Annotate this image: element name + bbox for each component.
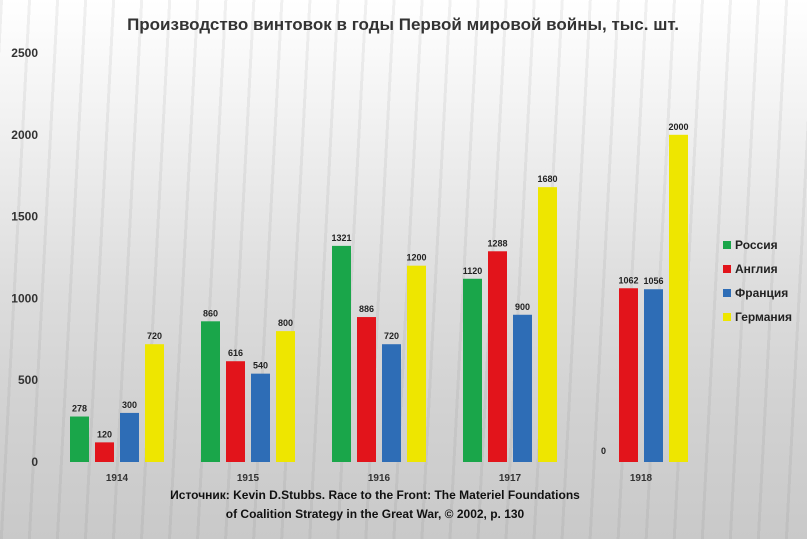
x-tick-label: 1914 bbox=[106, 473, 129, 484]
y-tick-label: 1500 bbox=[11, 210, 38, 224]
y-tick-label: 0 bbox=[31, 455, 38, 469]
bar-Россия-1917 bbox=[463, 278, 482, 462]
data-label: 1321 bbox=[331, 233, 351, 243]
bar-Англия-1916 bbox=[357, 317, 376, 462]
data-label: 886 bbox=[359, 304, 374, 314]
bar-Франция-1917 bbox=[513, 314, 532, 462]
chart-title: Производство винтовок в годы Первой миро… bbox=[127, 15, 679, 34]
bar-Россия-1916 bbox=[332, 245, 351, 462]
x-tick-label: 1916 bbox=[368, 473, 391, 484]
x-axis: 1914 1915 1916 1917 1918 bbox=[106, 473, 653, 484]
source-note: Источник: Kevin D.Stubbs. Race to the Fr… bbox=[130, 486, 620, 524]
data-label: 1056 bbox=[643, 276, 663, 286]
source-line-2: of Coalition Strategy in the Great War, … bbox=[225, 507, 525, 521]
legend-swatch bbox=[723, 241, 731, 249]
data-label: 2000 bbox=[668, 122, 688, 132]
bar-Англия-1914 bbox=[95, 442, 114, 462]
x-tick-label: 1918 bbox=[630, 473, 653, 484]
bar-Германия-1914 bbox=[145, 344, 164, 462]
x-tick-label: 1915 bbox=[237, 473, 260, 484]
data-label: 1680 bbox=[537, 174, 557, 184]
legend-swatch bbox=[723, 313, 731, 321]
bar-Франция-1915 bbox=[251, 373, 270, 462]
legend-entry: Германия bbox=[735, 310, 792, 324]
bar-Франция-1918 bbox=[644, 289, 663, 462]
bar-Германия-1918 bbox=[669, 134, 688, 463]
y-axis: 0 500 1000 1500 2000 2500 bbox=[11, 46, 38, 469]
bar-Россия-1915 bbox=[201, 321, 220, 462]
data-label: 1062 bbox=[618, 275, 638, 285]
data-label: 900 bbox=[515, 302, 530, 312]
data-label: 1200 bbox=[406, 253, 426, 263]
source-line-1: Источник: Kevin D.Stubbs. Race to the Fr… bbox=[170, 488, 580, 502]
data-label: 720 bbox=[147, 331, 162, 341]
legend-swatch bbox=[723, 265, 731, 273]
legend-entry: Франция bbox=[735, 286, 788, 300]
data-label: 120 bbox=[97, 429, 112, 439]
data-label: 0 bbox=[601, 446, 606, 456]
y-tick-label: 500 bbox=[18, 373, 38, 387]
bar-Германия-1917 bbox=[538, 187, 557, 463]
bar-Германия-1915 bbox=[276, 331, 295, 462]
legend-entry: Англия bbox=[735, 262, 778, 276]
legend-entry: Россия bbox=[735, 238, 778, 252]
data-label: 540 bbox=[253, 361, 268, 371]
bar-Франция-1916 bbox=[382, 344, 401, 462]
bar-Германия-1916 bbox=[407, 265, 426, 462]
data-label: 720 bbox=[384, 331, 399, 341]
bars: 278 120 300 720 860 616 540 800 1321 886 720 1200 11… bbox=[70, 122, 689, 463]
data-label: 278 bbox=[72, 404, 87, 414]
x-tick-label: 1917 bbox=[499, 473, 522, 484]
bar-Англия-1918 bbox=[619, 288, 638, 462]
bar-Франция-1914 bbox=[120, 412, 139, 462]
data-label: 1288 bbox=[487, 238, 507, 248]
data-label: 300 bbox=[122, 400, 137, 410]
y-tick-label: 1000 bbox=[11, 291, 38, 305]
y-tick-label: 2000 bbox=[11, 128, 38, 142]
bar-Россия-1914 bbox=[70, 416, 89, 462]
data-label: 1120 bbox=[463, 266, 483, 276]
bar-Англия-1915 bbox=[226, 361, 245, 462]
data-label: 800 bbox=[278, 318, 293, 328]
legend-swatch bbox=[723, 289, 731, 297]
bar-Англия-1917 bbox=[488, 251, 507, 462]
data-label: 616 bbox=[228, 348, 243, 358]
y-tick-label: 2500 bbox=[11, 46, 38, 60]
legend: Россия Англия Франция Германия bbox=[723, 238, 792, 324]
data-label: 860 bbox=[203, 308, 218, 318]
